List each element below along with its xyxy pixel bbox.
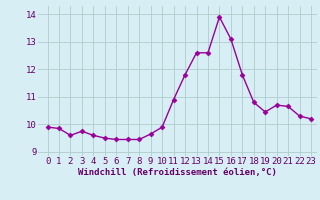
X-axis label: Windchill (Refroidissement éolien,°C): Windchill (Refroidissement éolien,°C) — [78, 168, 277, 177]
